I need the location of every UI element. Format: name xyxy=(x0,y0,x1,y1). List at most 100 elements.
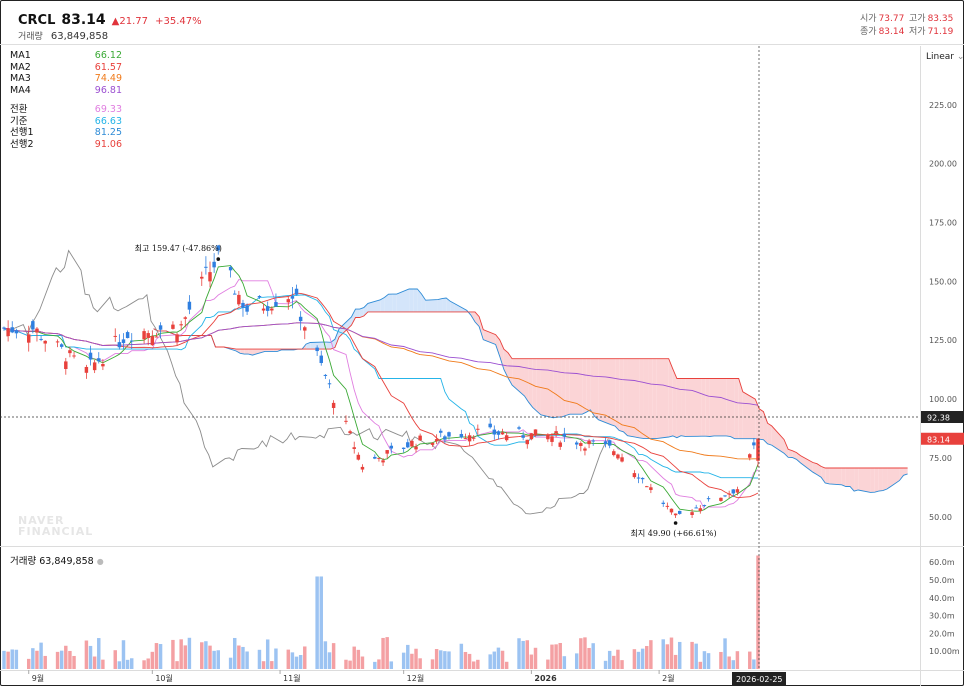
ichimoku-cloud-segment xyxy=(565,358,570,416)
candle-body xyxy=(406,442,410,448)
candle-body xyxy=(64,361,68,370)
legend-row-MA3[interactable]: MA3 74.49 xyxy=(10,73,122,85)
volume-bar xyxy=(121,640,126,669)
ichimoku-cloud-segment xyxy=(742,391,756,439)
candle-body xyxy=(59,344,64,347)
ichimoku-cloud-segment xyxy=(619,358,624,432)
ichimoku-cloud-segment xyxy=(887,468,900,489)
ichimoku-cloud-segment xyxy=(713,378,727,436)
ichimoku-cloud-segment xyxy=(532,358,537,412)
ichimoku-cloud-segment xyxy=(734,378,739,439)
volume-bar xyxy=(200,642,204,669)
ichimoku-cloud-segment xyxy=(825,468,830,484)
low-value: 71.19 xyxy=(927,27,954,37)
legend-row-전환[interactable]: 전환 69.33 xyxy=(10,104,122,116)
y-tick-label: 225.00 xyxy=(929,101,957,110)
candle-body xyxy=(142,331,146,340)
candle-body xyxy=(319,355,323,364)
volume-bar xyxy=(39,642,43,669)
candle-body xyxy=(179,324,183,326)
ichimoku-cloud-segment xyxy=(730,378,735,439)
volume-bar xyxy=(401,652,406,669)
volume-bar xyxy=(146,658,150,669)
volume-bar xyxy=(719,651,723,669)
volume-bar xyxy=(35,650,39,669)
ichimoku-cloud-segment xyxy=(252,349,265,356)
volume-bar xyxy=(373,661,377,669)
volume-bar xyxy=(315,576,319,669)
candle-body xyxy=(6,328,10,337)
volume-bar xyxy=(517,638,521,669)
legend-value: 91.06 xyxy=(94,138,122,150)
candle-body xyxy=(636,477,641,479)
volume-bar xyxy=(150,651,155,669)
candle-body xyxy=(756,438,760,461)
volume-bar xyxy=(171,639,175,669)
candle-body xyxy=(113,335,117,337)
settings-dot-icon[interactable]: ● xyxy=(96,557,104,566)
ticker-symbol[interactable]: CRCL xyxy=(18,13,56,28)
ichimoku-cloud-segment xyxy=(409,289,414,312)
ichimoku-cloud-segment xyxy=(380,297,385,312)
ichimoku-cloud-segment xyxy=(437,298,443,312)
x-tick-label: 9월 xyxy=(32,673,44,683)
candle-body xyxy=(125,332,130,339)
volume-bar xyxy=(616,649,620,669)
volume-bar xyxy=(467,653,472,669)
candle-body xyxy=(101,364,105,367)
ichimoku-cloud-segment xyxy=(388,294,393,312)
y-tick-label: 150.00 xyxy=(929,277,957,286)
last-price: 83.14 xyxy=(61,12,106,28)
moving-average-line-2 xyxy=(3,292,759,499)
candle-body xyxy=(385,450,389,454)
header-divider xyxy=(0,44,964,45)
candle-body xyxy=(286,299,291,303)
volume-bar xyxy=(344,659,348,669)
candle-body xyxy=(327,383,332,385)
volume-bar xyxy=(286,649,291,669)
candle-body xyxy=(187,301,192,310)
legend-row-MA2[interactable]: MA2 61.57 xyxy=(10,62,122,74)
volume-bar xyxy=(690,641,694,669)
volume-bar xyxy=(323,641,328,669)
ichimoku-legend: 전환 69.33 기준 66.63 선행1 81.25 선행2 91.06 xyxy=(10,104,122,150)
scale-mode-dropdown[interactable]: Linear ⌄ xyxy=(926,52,964,62)
senkou-span-b-line xyxy=(153,311,908,469)
ichimoku-cloud-segment xyxy=(248,349,253,356)
candle-body xyxy=(377,457,381,459)
legend-row-선행2[interactable]: 선행2 91.06 xyxy=(10,139,122,151)
candle-body xyxy=(476,428,480,430)
candle-body xyxy=(389,445,394,449)
legend-row-선행1[interactable]: 선행1 81.25 xyxy=(10,127,122,139)
volume-bar xyxy=(748,651,752,669)
candle-body xyxy=(274,302,278,307)
ichimoku-cloud-segment xyxy=(681,378,686,437)
ichimoku-cloud-segment xyxy=(590,358,595,417)
volume-bar xyxy=(471,661,476,669)
volume-tick-label: 60.0m xyxy=(929,558,955,567)
volume-bar xyxy=(603,660,608,669)
ichimoku-cloud-segment xyxy=(582,358,587,415)
ichimoku-cloud-segment xyxy=(788,449,793,458)
legend-row-기준[interactable]: 기준 66.63 xyxy=(10,116,122,128)
ichimoku-cloud-segment xyxy=(845,468,850,487)
volume-bar xyxy=(290,652,295,669)
volume-bar xyxy=(187,637,192,669)
candle-body xyxy=(31,321,35,330)
ichimoku-cloud-segment xyxy=(817,463,822,478)
tenkan-line xyxy=(3,278,759,510)
legend-name: 선행2 xyxy=(10,138,34,150)
volume-bar xyxy=(125,659,130,669)
ichimoku-cloud-segment xyxy=(240,349,245,355)
ichimoku-cloud-segment xyxy=(639,358,644,439)
legend-row-MA4[interactable]: MA4 96.81 xyxy=(10,85,122,97)
legend-row-MA1[interactable]: MA1 66.12 xyxy=(10,50,122,62)
ichimoku-cloud-segment xyxy=(450,301,455,312)
ichimoku-cloud-segment xyxy=(759,408,764,440)
volume-bar xyxy=(418,658,422,669)
volume-bar xyxy=(43,655,47,669)
ichimoku-cloud-segment xyxy=(421,293,426,312)
volume-bar xyxy=(521,640,525,669)
close-label: 종가 xyxy=(860,27,877,37)
